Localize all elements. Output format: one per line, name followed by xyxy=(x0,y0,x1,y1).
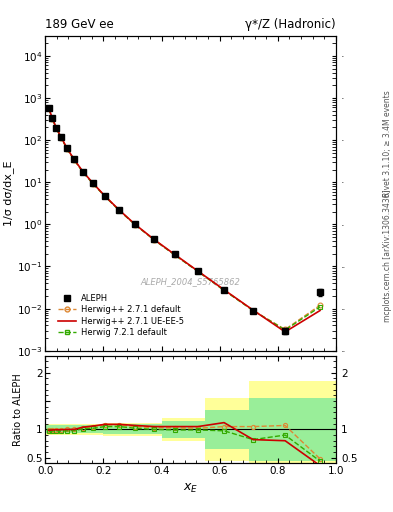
Y-axis label: 1/σ dσ/dx_E: 1/σ dσ/dx_E xyxy=(3,161,14,226)
X-axis label: $x_E$: $x_E$ xyxy=(183,482,198,495)
Text: 189 GeV ee: 189 GeV ee xyxy=(45,18,114,31)
Y-axis label: Ratio to ALEPH: Ratio to ALEPH xyxy=(13,373,23,446)
Text: γ*/Z (Hadronic): γ*/Z (Hadronic) xyxy=(245,18,336,31)
Text: Rivet 3.1.10; ≥ 3.4M events: Rivet 3.1.10; ≥ 3.4M events xyxy=(383,90,392,197)
Legend: ALEPH, Herwig++ 2.7.1 default, Herwig++ 2.7.1 UE-EE-5, Herwig 7.2.1 default: ALEPH, Herwig++ 2.7.1 default, Herwig++ … xyxy=(58,293,184,337)
Text: mcplots.cern.ch [arXiv:1306.3436]: mcplots.cern.ch [arXiv:1306.3436] xyxy=(383,189,392,323)
Text: ALEPH_2004_S5765862: ALEPH_2004_S5765862 xyxy=(141,277,241,286)
